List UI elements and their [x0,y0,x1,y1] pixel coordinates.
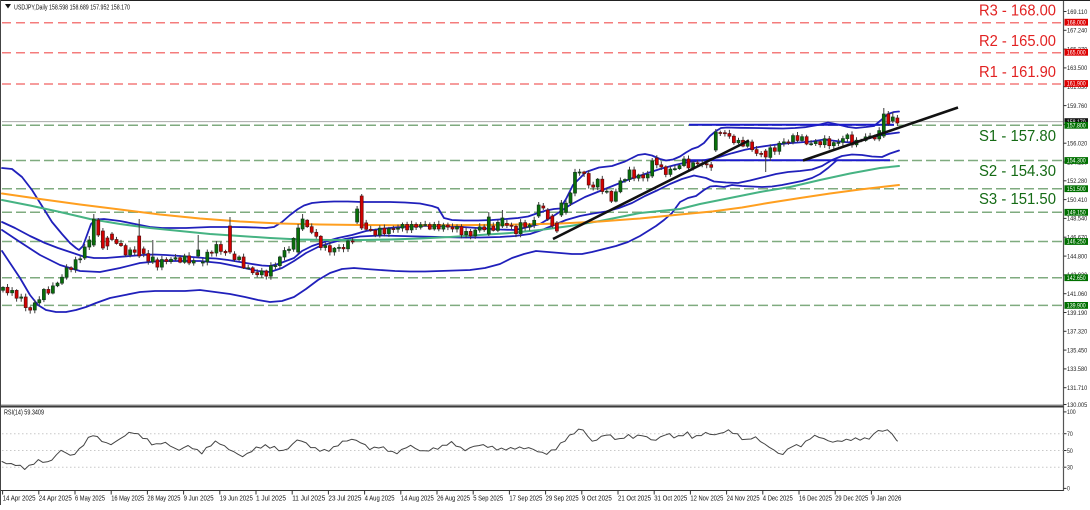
svg-text:167.240: 167.240 [1067,28,1088,35]
svg-text:100: 100 [1067,409,1076,416]
svg-text:141.060: 141.060 [1067,291,1088,298]
svg-text:161.630: 161.630 [1067,84,1088,91]
svg-text:11 Jul 2025: 11 Jul 2025 [292,496,325,503]
svg-text:144.800: 144.800 [1067,253,1088,260]
svg-text:4 Dec 2025: 4 Dec 2025 [763,496,793,503]
svg-text:151.500: 151.500 [1067,186,1086,193]
svg-text:16 May 2025: 16 May 2025 [111,496,144,503]
svg-text:133.580: 133.580 [1067,366,1088,373]
svg-text:12 Nov 2025: 12 Nov 2025 [690,496,723,503]
svg-text:14 Aug 2025: 14 Aug 2025 [401,496,434,503]
svg-text:14 Apr 2025: 14 Apr 2025 [3,496,36,503]
svg-text:157.800: 157.800 [1067,123,1086,130]
svg-text:24 Apr 2025: 24 Apr 2025 [39,496,72,503]
svg-text:50: 50 [1067,448,1073,455]
svg-text:146.670: 146.670 [1067,235,1088,242]
svg-text:142.650: 142.650 [1067,275,1086,282]
svg-text:4 Aug 2025: 4 Aug 2025 [365,496,395,503]
svg-text:31 Oct 2025: 31 Oct 2025 [654,496,687,503]
svg-text:0: 0 [1067,486,1070,493]
svg-text:152.280: 152.280 [1067,178,1088,185]
svg-text:149.150: 149.150 [1067,210,1086,217]
svg-text:1 Jul 2025: 1 Jul 2025 [256,496,286,503]
svg-text:R2 - 165.00: R2 - 165.00 [979,33,1056,50]
svg-text:131.710: 131.710 [1067,385,1088,392]
svg-text:21 Oct 2025: 21 Oct 2025 [618,496,651,503]
svg-text:159.760: 159.760 [1067,103,1088,110]
svg-text:30: 30 [1067,465,1073,472]
svg-text:S1 - 157.80: S1 - 157.80 [979,128,1056,145]
svg-text:130.005: 130.005 [1067,402,1088,409]
svg-text:USDJPY,Daily 158.598 158.689: USDJPY,Daily 158.598 158.689 157.952 158… [14,5,130,12]
svg-text:26 Aug 2025: 26 Aug 2025 [437,496,470,503]
svg-text:148.540: 148.540 [1067,216,1088,223]
svg-text:R3 - 168.00: R3 - 168.00 [979,3,1056,20]
svg-text:161.900: 161.900 [1067,81,1086,88]
svg-text:RSI(14) 59.3409: RSI(14) 59.3409 [4,410,44,417]
svg-text:169.110: 169.110 [1067,9,1088,16]
svg-text:24 Nov 2025: 24 Nov 2025 [727,496,760,503]
svg-text:23 Jul 2025: 23 Jul 2025 [328,496,361,503]
svg-text:29 Sep 2025: 29 Sep 2025 [546,496,579,503]
svg-text:165.000: 165.000 [1067,50,1086,57]
svg-text:29 Dec 2025: 29 Dec 2025 [835,496,868,503]
svg-text:9 Oct 2025: 9 Oct 2025 [582,496,612,503]
svg-text:154.300: 154.300 [1067,158,1086,165]
svg-text:146.250: 146.250 [1067,239,1086,246]
svg-text:135.450: 135.450 [1067,347,1088,354]
svg-text:R1 - 161.90: R1 - 161.90 [979,64,1056,81]
svg-text:163.500: 163.500 [1067,65,1088,72]
svg-text:156.020: 156.020 [1067,141,1088,148]
svg-text:70: 70 [1067,431,1073,438]
svg-text:19 Jun 2025: 19 Jun 2025 [220,496,253,503]
svg-text:6 May 2025: 6 May 2025 [75,496,105,503]
svg-text:150.410: 150.410 [1067,197,1088,204]
svg-text:28 May 2025: 28 May 2025 [147,496,180,503]
svg-text:139.900: 139.900 [1067,303,1086,310]
svg-text:139.190: 139.190 [1067,310,1088,317]
svg-text:S2 - 154.30: S2 - 154.30 [979,163,1056,180]
svg-text:S3 - 151.50: S3 - 151.50 [979,191,1056,208]
svg-text:5 Sep 2025: 5 Sep 2025 [473,496,503,503]
svg-text:168.000: 168.000 [1067,19,1086,26]
svg-text:9 Jan 2026: 9 Jan 2026 [871,496,901,503]
svg-text:16 Dec 2025: 16 Dec 2025 [799,496,832,503]
svg-text:9 Jun 2025: 9 Jun 2025 [184,496,214,503]
svg-text:137.320: 137.320 [1067,329,1088,336]
svg-text:17 Sep 2025: 17 Sep 2025 [509,496,542,503]
